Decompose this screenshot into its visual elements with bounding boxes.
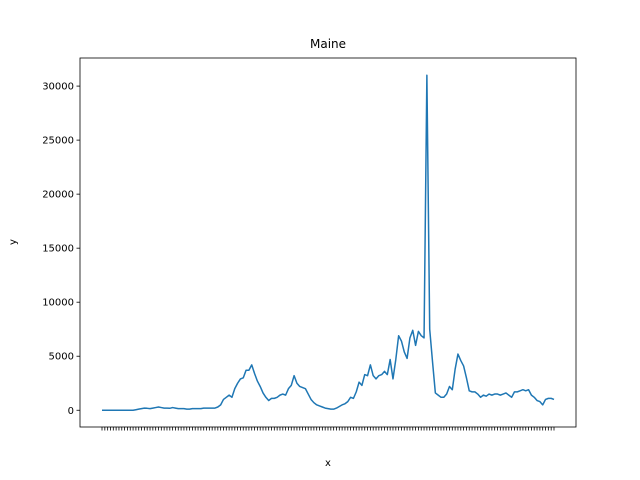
- series-line: [102, 74, 555, 411]
- y-tick-label: 25000: [42, 136, 74, 147]
- y-tick-label: 15000: [42, 244, 74, 255]
- y-tick-label: 30000: [42, 82, 74, 93]
- y-tick-label: 0: [68, 406, 74, 417]
- y-tick-label: 5000: [49, 352, 74, 363]
- y-tick-label: 20000: [42, 190, 74, 201]
- y-tick-label: 10000: [42, 298, 74, 309]
- axes-frame: [79, 57, 577, 428]
- chart-title: Maine: [310, 37, 346, 51]
- x-axis-title: x: [325, 458, 331, 469]
- plot-area: 0 5000 10000 15000 20000 25000 30000: [42, 57, 577, 431]
- y-axis-title: y: [8, 239, 19, 245]
